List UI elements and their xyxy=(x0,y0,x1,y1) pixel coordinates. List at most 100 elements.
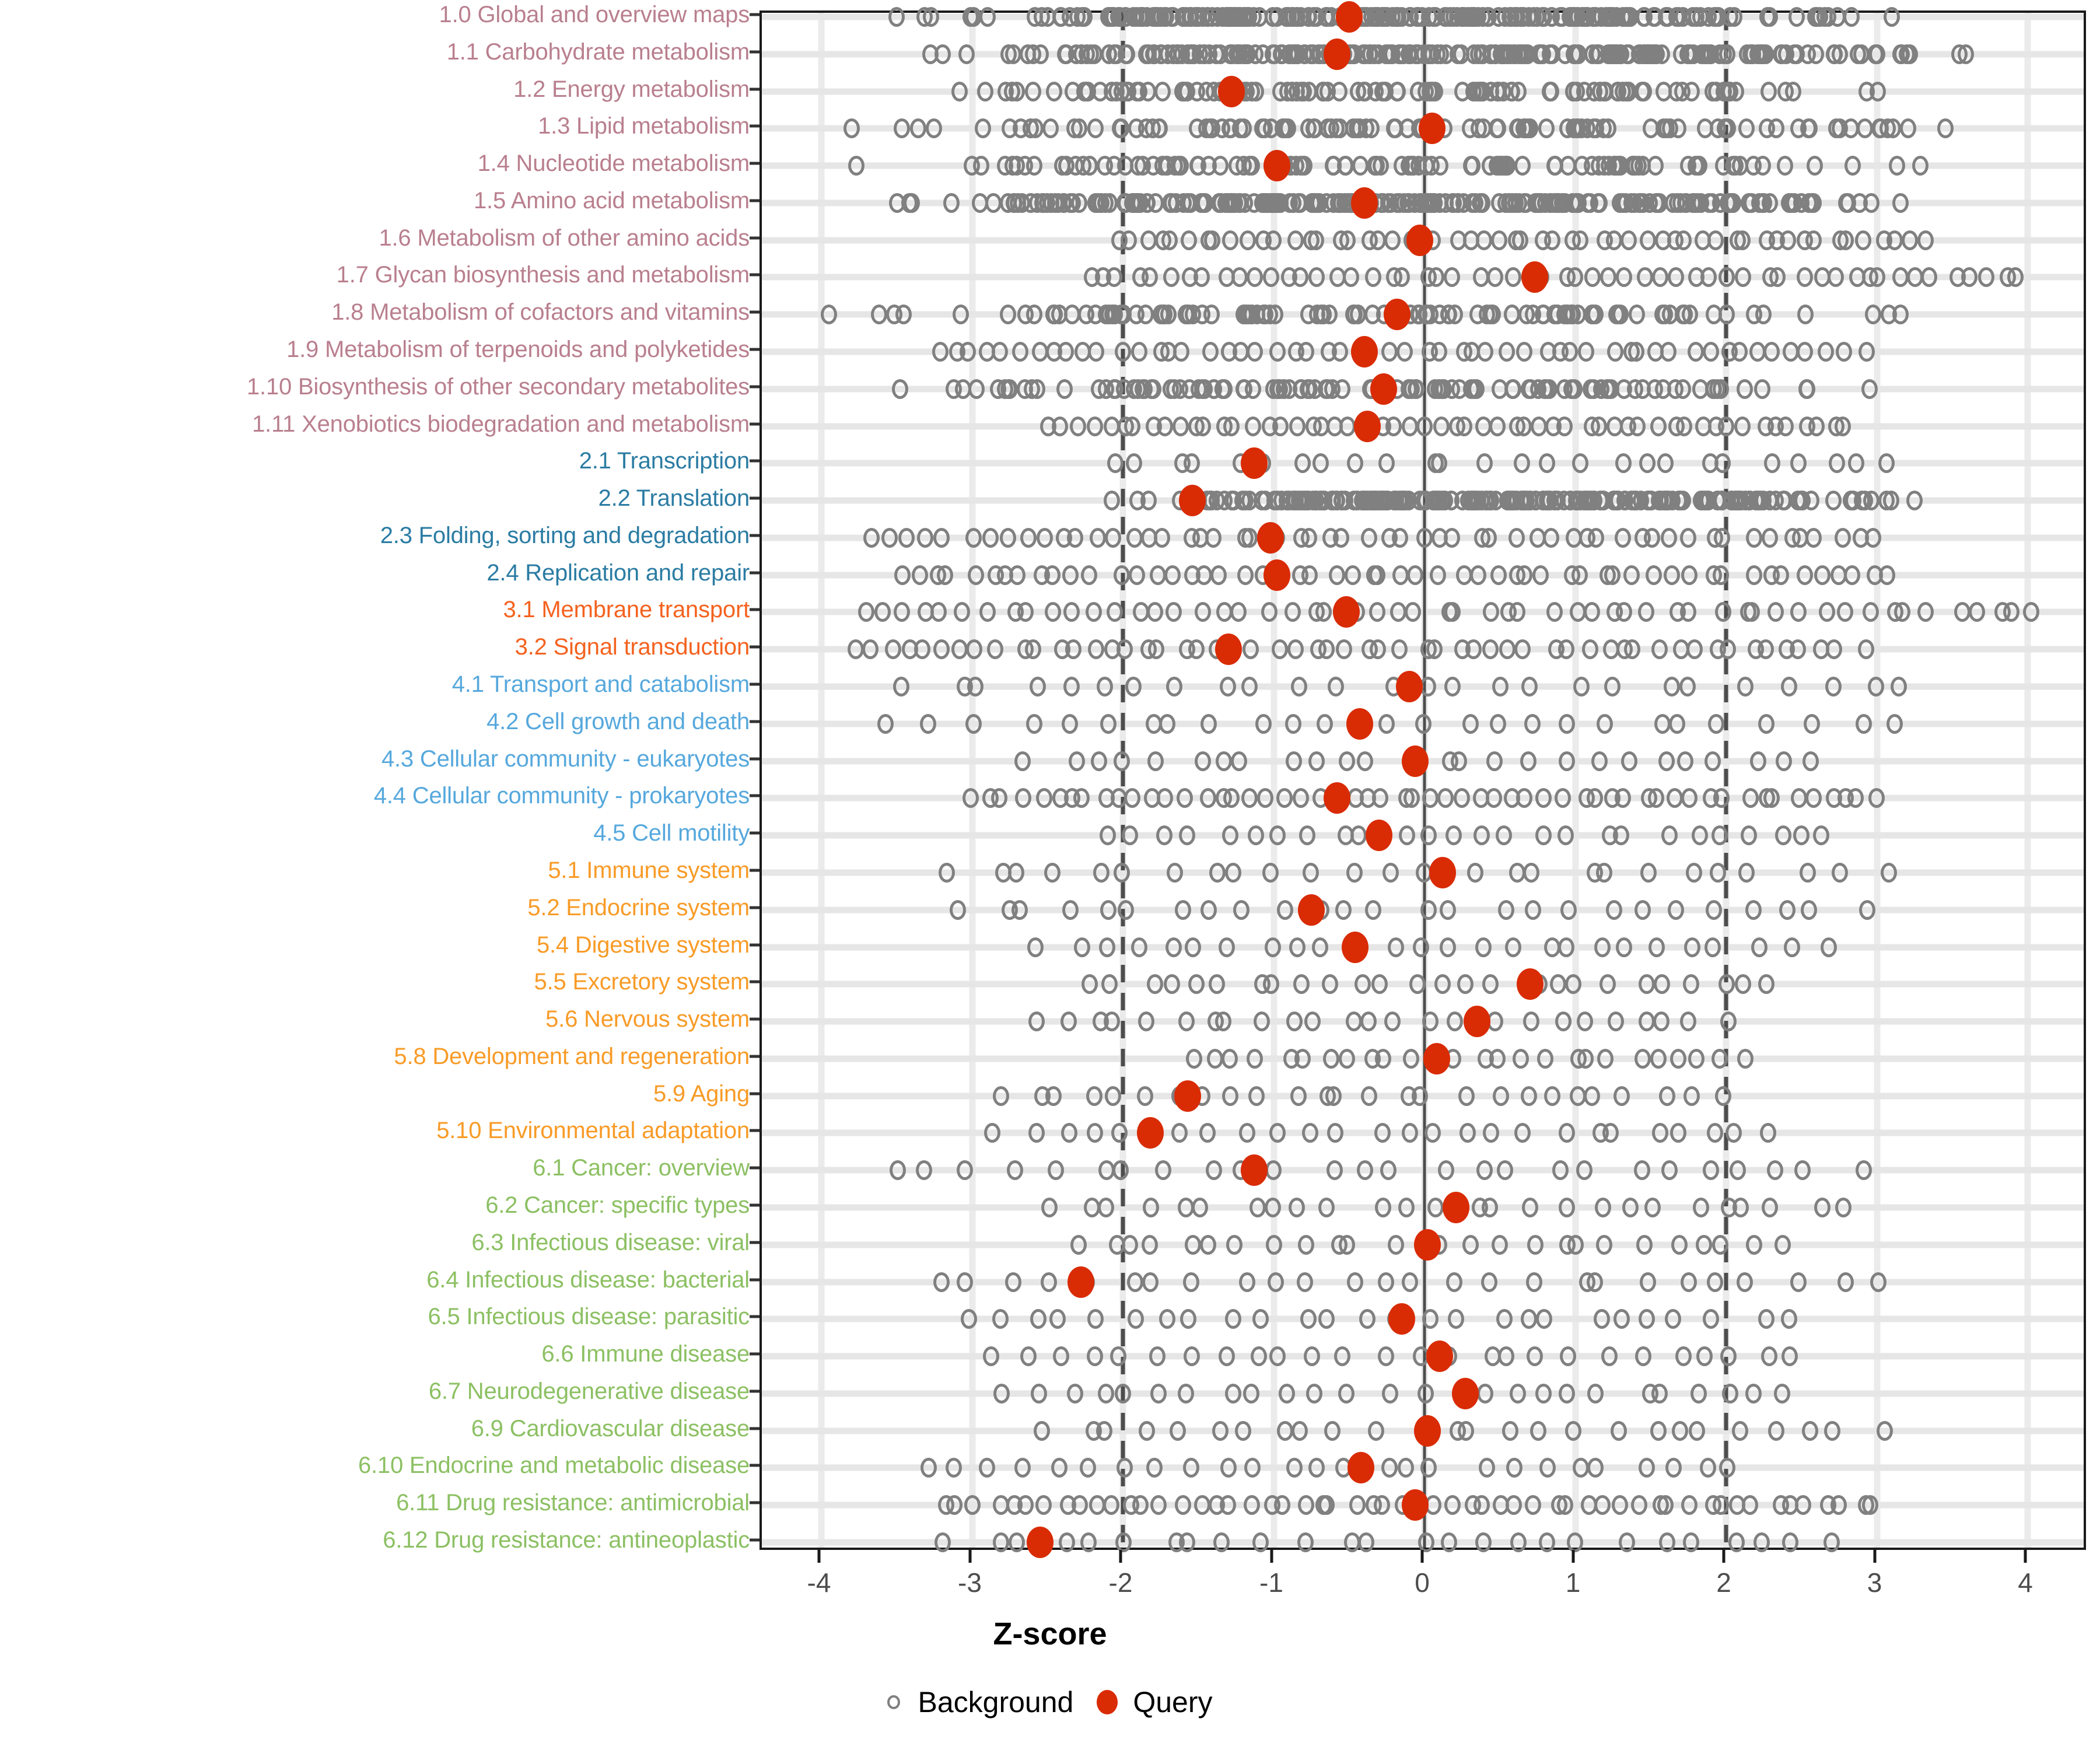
query-point[interactable] xyxy=(1324,38,1351,70)
query-point[interactable] xyxy=(1026,1527,1054,1558)
background-point xyxy=(1368,7,1385,27)
query-point[interactable] xyxy=(1521,261,1548,293)
background-point xyxy=(943,192,960,213)
background-point xyxy=(1098,937,1115,957)
query-point[interactable] xyxy=(1414,1228,1441,1261)
background-point xyxy=(1768,1420,1784,1441)
background-point xyxy=(962,788,979,808)
background-point xyxy=(1185,304,1202,325)
query-point[interactable] xyxy=(1370,373,1398,405)
background-point xyxy=(1686,639,1703,660)
background-point xyxy=(1106,602,1123,622)
query-point[interactable] xyxy=(1414,1415,1441,1447)
background-point xyxy=(893,677,910,697)
background-point xyxy=(1615,453,1632,474)
background-point xyxy=(1777,416,1794,436)
query-point[interactable] xyxy=(1418,113,1446,145)
query-point[interactable] xyxy=(1174,1080,1202,1112)
background-point xyxy=(949,900,966,920)
query-point[interactable] xyxy=(1353,410,1381,442)
background-point xyxy=(1638,1458,1655,1478)
query-point[interactable] xyxy=(1406,224,1434,256)
query-point[interactable] xyxy=(1429,856,1457,888)
background-point xyxy=(1356,751,1373,771)
y-axis-tick xyxy=(750,273,760,276)
background-point xyxy=(2003,602,2020,622)
background-point xyxy=(1779,900,1796,920)
background-point xyxy=(1744,602,1760,622)
query-point[interactable] xyxy=(1335,1,1363,33)
background-point xyxy=(1437,1160,1454,1181)
query-point[interactable] xyxy=(1366,820,1393,852)
background-point xyxy=(1212,1420,1229,1441)
background-point xyxy=(1125,677,1142,697)
background-point xyxy=(968,379,985,399)
background-point xyxy=(1206,1160,1223,1181)
query-point[interactable] xyxy=(1136,1117,1164,1149)
background-point xyxy=(1177,1197,1194,1217)
query-point[interactable] xyxy=(1263,559,1290,591)
background-point xyxy=(1210,565,1227,585)
query-point[interactable] xyxy=(1240,1154,1268,1186)
background-point xyxy=(1265,230,1282,250)
query-point[interactable] xyxy=(1516,968,1544,1000)
background-point xyxy=(1209,862,1226,883)
background-point xyxy=(1690,1383,1707,1404)
query-point[interactable] xyxy=(1324,782,1351,814)
query-point[interactable] xyxy=(1257,522,1284,554)
background-point xyxy=(1339,416,1356,436)
background-point xyxy=(1087,639,1104,660)
background-point xyxy=(1584,602,1601,622)
query-point[interactable] xyxy=(1240,447,1268,480)
query-point[interactable] xyxy=(1214,634,1242,666)
background-point xyxy=(1312,453,1329,474)
query-point[interactable] xyxy=(1426,1340,1453,1373)
background-point xyxy=(1017,602,1034,622)
query-point[interactable] xyxy=(1388,1303,1416,1335)
background-point xyxy=(1090,527,1106,548)
query-point[interactable] xyxy=(1396,671,1423,703)
background-point xyxy=(1489,416,1506,436)
background-point xyxy=(1105,44,1122,64)
background-point xyxy=(1615,527,1632,548)
background-point xyxy=(1610,1420,1627,1441)
query-point[interactable] xyxy=(1067,1266,1094,1298)
background-point xyxy=(1654,713,1671,734)
background-point xyxy=(1216,491,1233,511)
background-point xyxy=(1370,639,1387,660)
background-point xyxy=(1577,7,1594,27)
query-point[interactable] xyxy=(1350,187,1378,219)
query-point[interactable] xyxy=(1402,745,1429,777)
background-point xyxy=(1857,639,1874,660)
query-point[interactable] xyxy=(1464,1006,1491,1038)
background-point xyxy=(1195,602,1212,622)
query-point[interactable] xyxy=(1443,1191,1470,1223)
query-point[interactable] xyxy=(1298,894,1325,926)
background-point xyxy=(1324,379,1340,399)
background-point xyxy=(1704,751,1721,771)
background-point xyxy=(1121,230,1138,250)
background-point xyxy=(1805,230,1822,250)
background-point xyxy=(1249,1197,1266,1217)
query-point[interactable] xyxy=(1346,708,1373,740)
query-point[interactable] xyxy=(1332,596,1360,628)
query-point[interactable] xyxy=(1178,485,1206,517)
background-point xyxy=(1247,81,1264,102)
y-axis-tick xyxy=(750,1427,760,1430)
background-point xyxy=(916,1160,933,1181)
query-point[interactable] xyxy=(1348,1452,1375,1484)
query-point[interactable] xyxy=(1350,336,1378,368)
query-point[interactable] xyxy=(1218,75,1245,107)
background-point xyxy=(1296,1272,1313,1292)
query-point[interactable] xyxy=(1342,931,1369,963)
y-axis-tick xyxy=(750,1129,760,1132)
query-point[interactable] xyxy=(1423,1042,1450,1074)
query-point[interactable] xyxy=(1402,1489,1429,1521)
background-point xyxy=(890,1160,907,1181)
y-axis-tick xyxy=(750,199,760,202)
query-point[interactable] xyxy=(1263,150,1290,182)
threshold-line xyxy=(1121,13,1125,1548)
query-point[interactable] xyxy=(1384,299,1411,331)
background-point xyxy=(1399,118,1416,139)
query-point[interactable] xyxy=(1451,1377,1479,1409)
